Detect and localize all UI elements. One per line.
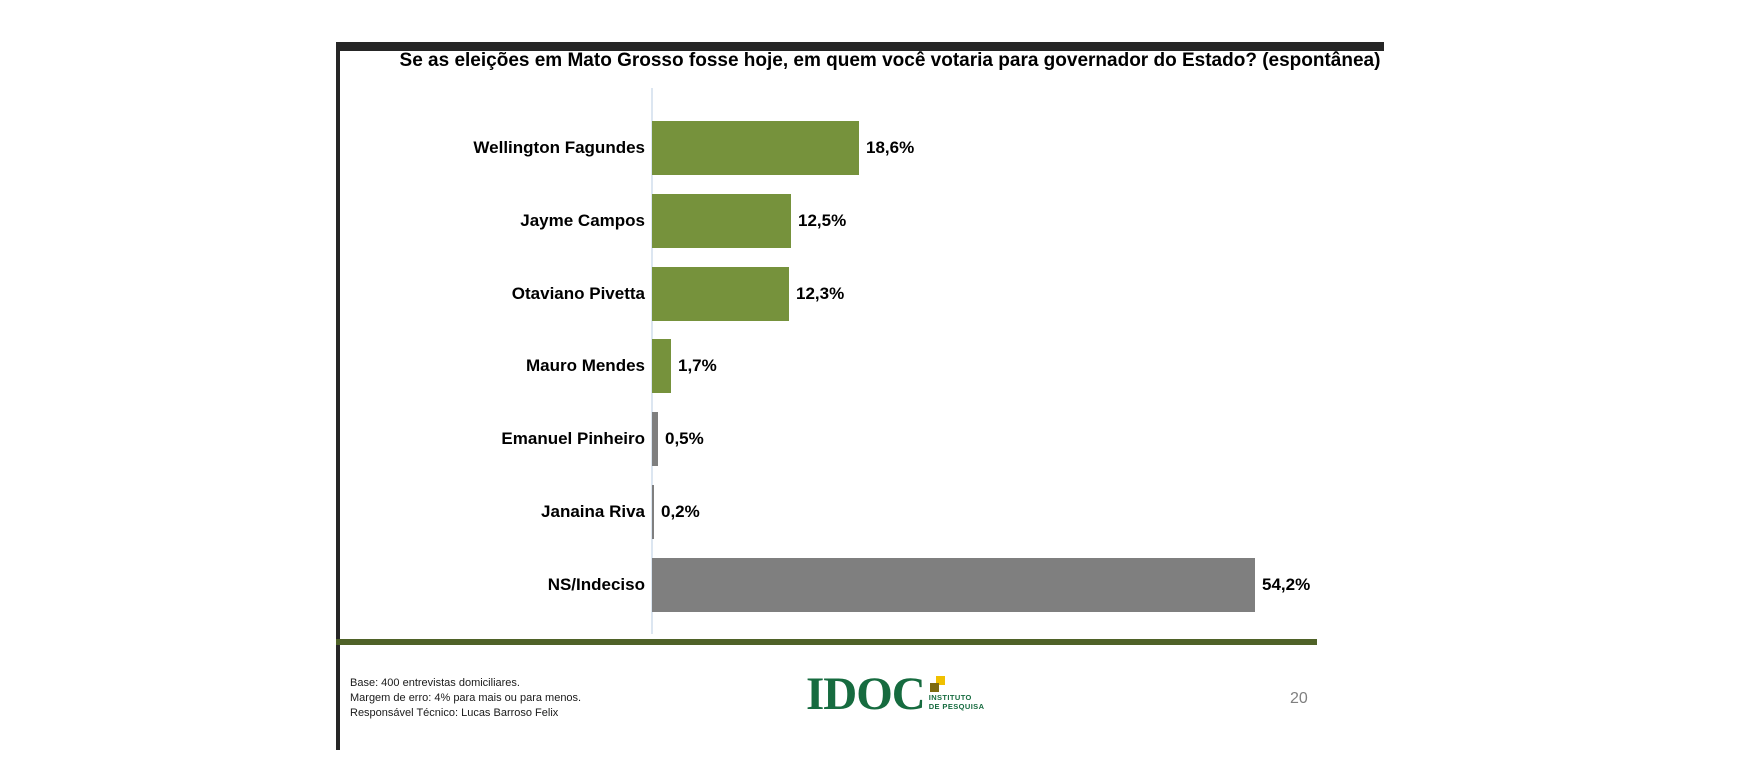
idoc-logo: IDOC INSTITUTO DE PESQUISA	[806, 668, 985, 720]
chart-bar-row: NS/Indeciso 54,2%	[340, 558, 1310, 612]
bar-value-label: 12,3%	[796, 284, 845, 303]
axis-gap	[645, 412, 652, 466]
bar-category-label: Emanuel Pinheiro	[501, 429, 645, 448]
bar	[652, 558, 1255, 612]
bar	[652, 412, 658, 466]
bar-value-label: 0,2%	[661, 502, 700, 521]
bar-category-label: Janaina Riva	[541, 502, 645, 521]
chart-bar-row: Wellington Fagundes 18,6%	[340, 121, 914, 175]
slide-border-top	[336, 42, 1384, 51]
bar-category-label: Mauro Mendes	[525, 356, 645, 375]
bar	[652, 339, 671, 393]
axis-gap	[645, 267, 652, 321]
bar-category-label: Otaviano Pivetta	[511, 284, 645, 303]
bar	[652, 485, 654, 539]
axis-gap	[645, 121, 652, 175]
axis-gap	[645, 485, 652, 539]
axis-gap	[645, 339, 652, 393]
chart-bar-row: Emanuel Pinheiro 0,5%	[340, 412, 704, 466]
bar-value-label: 12,5%	[798, 211, 847, 230]
footer-notes: Base: 400 entrevistas domiciliares. Marg…	[350, 676, 581, 721]
idoc-logo-subtitle-1: INSTITUTO	[928, 693, 972, 702]
gold-square-icon	[935, 676, 945, 685]
bar-category-label: Jayme Campos	[520, 211, 645, 230]
chart-bar-row: Jayme Campos 12,5%	[340, 194, 846, 248]
idoc-logo-wordmark: IDOC	[806, 668, 926, 720]
bar	[652, 267, 789, 321]
footer-divider	[336, 639, 1317, 645]
bar	[652, 121, 859, 175]
bar-value-label: 1,7%	[678, 356, 717, 375]
idoc-logo-subtitle-2: DE PESQUISA	[928, 702, 985, 711]
footer-note-margin: Margem de erro: 4% para mais ou para men…	[350, 692, 582, 704]
chart-title: Se as eleições em Mato Grosso fosse hoje…	[399, 50, 1381, 71]
axis-gap	[645, 558, 652, 612]
bar-value-label: 54,2%	[1262, 575, 1311, 594]
slide-border-left	[336, 42, 340, 750]
bar-category-label: NS/Indeciso	[547, 575, 645, 594]
chart-bar-row: Otaviano Pivetta 12,3%	[340, 267, 844, 321]
chart-bar-row: Janaina Riva 0,2%	[340, 485, 700, 539]
idoc-logo-squares-icon	[929, 676, 947, 692]
axis-gap	[645, 194, 652, 248]
bar-value-label: 0,5%	[665, 429, 704, 448]
bar-category-label: Wellington Fagundes	[473, 138, 645, 157]
footer-note-base: Base: 400 entrevistas domiciliares.	[350, 677, 520, 689]
bar	[652, 194, 791, 248]
page-number: 20	[1290, 690, 1308, 707]
chart-bar-row: Mauro Mendes 1,7%	[340, 339, 717, 393]
idoc-logo-side: INSTITUTO DE PESQUISA	[929, 672, 985, 711]
olive-square-icon	[929, 683, 939, 692]
bar-value-label: 18,6%	[866, 138, 915, 157]
footer-note-responsible: Responsável Técnico: Lucas Barroso Felix	[350, 707, 559, 719]
